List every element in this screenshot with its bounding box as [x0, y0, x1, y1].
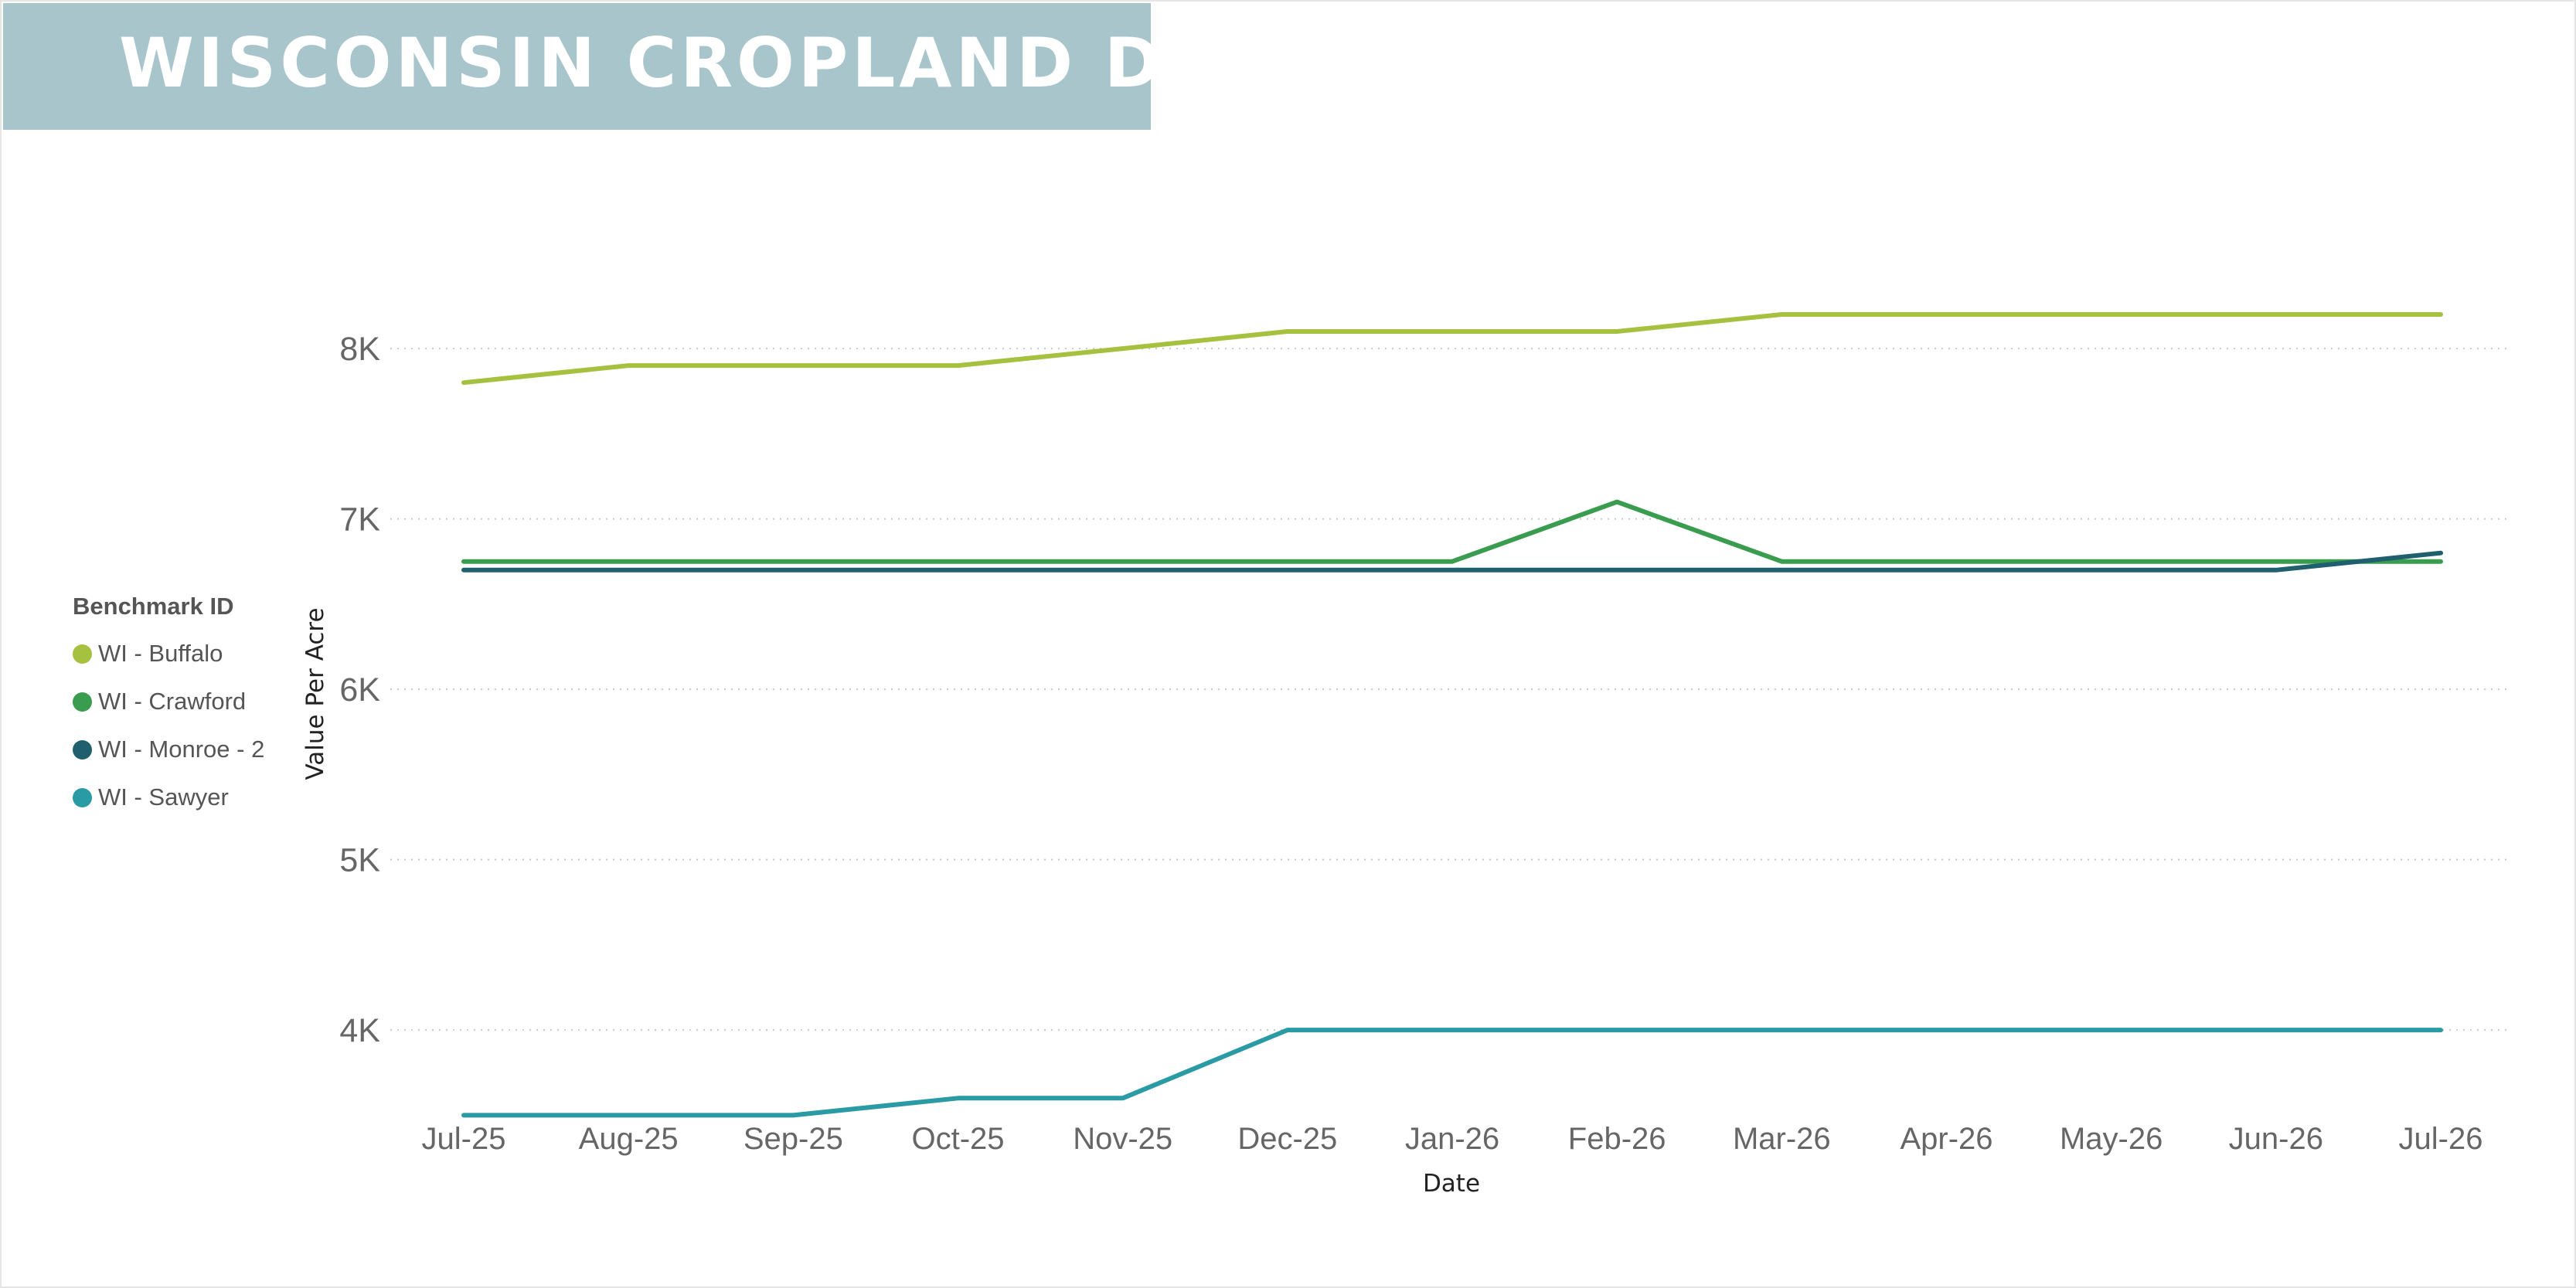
- x-tick-label: Dec-25: [1237, 1122, 1337, 1156]
- gridlines: [390, 348, 2510, 1031]
- series-line-wi-sawyer[interactable]: [461, 1028, 2443, 1118]
- y-axis-title: Value Per Acre: [301, 607, 329, 780]
- legend-label-sawyer: WI - Sawyer: [98, 783, 229, 811]
- x-tick-label: Oct-25: [911, 1122, 1004, 1156]
- legend-title: Benchmark ID: [73, 593, 234, 620]
- legend-item-sawyer[interactable]: WI - Sawyer: [73, 773, 264, 821]
- legend: Benchmark ID WI - Buffalo WI - Crawford …: [73, 593, 264, 821]
- y-tick-label: 5K: [339, 842, 380, 879]
- series-line-wi-monroe-2[interactable]: [461, 550, 2443, 573]
- x-tick-label: May-26: [2060, 1122, 2163, 1156]
- y-tick-label: 7K: [339, 501, 380, 539]
- legend-swatch-crawford: [73, 692, 92, 712]
- legend-item-buffalo[interactable]: WI - Buffalo: [73, 630, 264, 678]
- legend-swatch-monroe-2: [73, 739, 92, 760]
- x-tick-label: Jul-26: [2399, 1122, 2483, 1156]
- x-tick-label: Mar-26: [1733, 1122, 1831, 1156]
- x-axis-ticks: Jul-25 Aug-25 Sep-25 Oct-25 Nov-25 Dec-25 Jan-…: [422, 1122, 2483, 1156]
- x-tick-label: Jan-26: [1405, 1122, 1499, 1156]
- y-tick-label: 4K: [339, 1012, 380, 1049]
- series-lines: [461, 312, 2443, 1118]
- title-banner: WISCONSIN CROPLAND D: [3, 3, 1161, 130]
- series-line-wi-buffalo[interactable]: [461, 312, 2443, 386]
- legend-label-monroe-2: WI - Monroe - 2: [98, 736, 265, 763]
- legend-label-crawford: WI - Crawford: [98, 688, 247, 715]
- x-tick-label: Sep-25: [744, 1122, 843, 1156]
- x-tick-label: Jun-26: [2229, 1122, 2323, 1156]
- legend-item-monroe-2[interactable]: WI - Monroe - 2: [73, 726, 264, 773]
- x-tick-label: Jul-25: [422, 1122, 506, 1156]
- legend-label-buffalo: WI - Buffalo: [98, 640, 223, 667]
- x-axis-title: Date: [1423, 1170, 1480, 1198]
- legend-item-crawford[interactable]: WI - Crawford: [73, 678, 264, 726]
- legend-swatch-sawyer: [73, 787, 92, 807]
- series-line-wi-crawford[interactable]: [461, 499, 2443, 564]
- legend-swatch-buffalo: [73, 644, 92, 664]
- x-tick-label: Aug-25: [579, 1122, 679, 1156]
- page-title: WISCONSIN CROPLAND D: [119, 23, 1165, 103]
- x-tick-label: Apr-26: [1900, 1122, 1992, 1156]
- x-tick-label: Nov-25: [1073, 1122, 1172, 1156]
- x-tick-label: Feb-26: [1568, 1122, 1666, 1156]
- y-tick-label: 8K: [339, 331, 380, 368]
- y-axis-ticks: 4K 5K 6K 7K 8K: [339, 331, 380, 1049]
- y-tick-label: 6K: [339, 671, 380, 709]
